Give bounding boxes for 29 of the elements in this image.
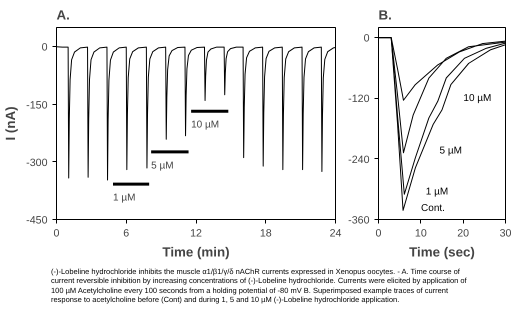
y-tick-label: -450 (26, 214, 48, 226)
annotation: 5 µM (440, 145, 462, 156)
x-axis-title: Time (sec) (409, 244, 475, 260)
annotation: 10 µM (191, 120, 220, 131)
annotation: 1 µM (426, 186, 448, 198)
y-tick-label: -300 (26, 156, 48, 169)
annotation: 5 µM (151, 160, 174, 172)
x-tick-label: 10 (414, 228, 427, 240)
x-axis-title: Time (min) (162, 244, 230, 260)
y-tick-label: -120 (348, 93, 370, 106)
annotation: 10 µM (463, 92, 492, 104)
y-tick-label: -240 (348, 154, 370, 166)
y-tick-label: -360 (348, 214, 370, 226)
x-tick-label: 20 (457, 228, 470, 240)
x-tick-label: 24 (330, 228, 342, 240)
x-tick-label: 6 (123, 228, 130, 240)
x-tick-label: 0 (376, 228, 382, 240)
y-tick-label: -150 (26, 99, 48, 112)
chart-title: B. (378, 8, 392, 22)
x-tick-label: 12 (190, 228, 202, 240)
x-tick-label: 18 (260, 228, 272, 240)
x-tick-label: 0 (54, 228, 60, 240)
annotation: Cont. (421, 202, 445, 214)
y-tick-label: 0 (42, 42, 48, 54)
x-tick-label: 30 (500, 228, 512, 240)
y-tick-label: 0 (364, 32, 370, 45)
y-axis-title: I (nA) (3, 106, 18, 141)
chart-title: A. (56, 8, 70, 22)
annotation: 1 µM (112, 192, 136, 204)
